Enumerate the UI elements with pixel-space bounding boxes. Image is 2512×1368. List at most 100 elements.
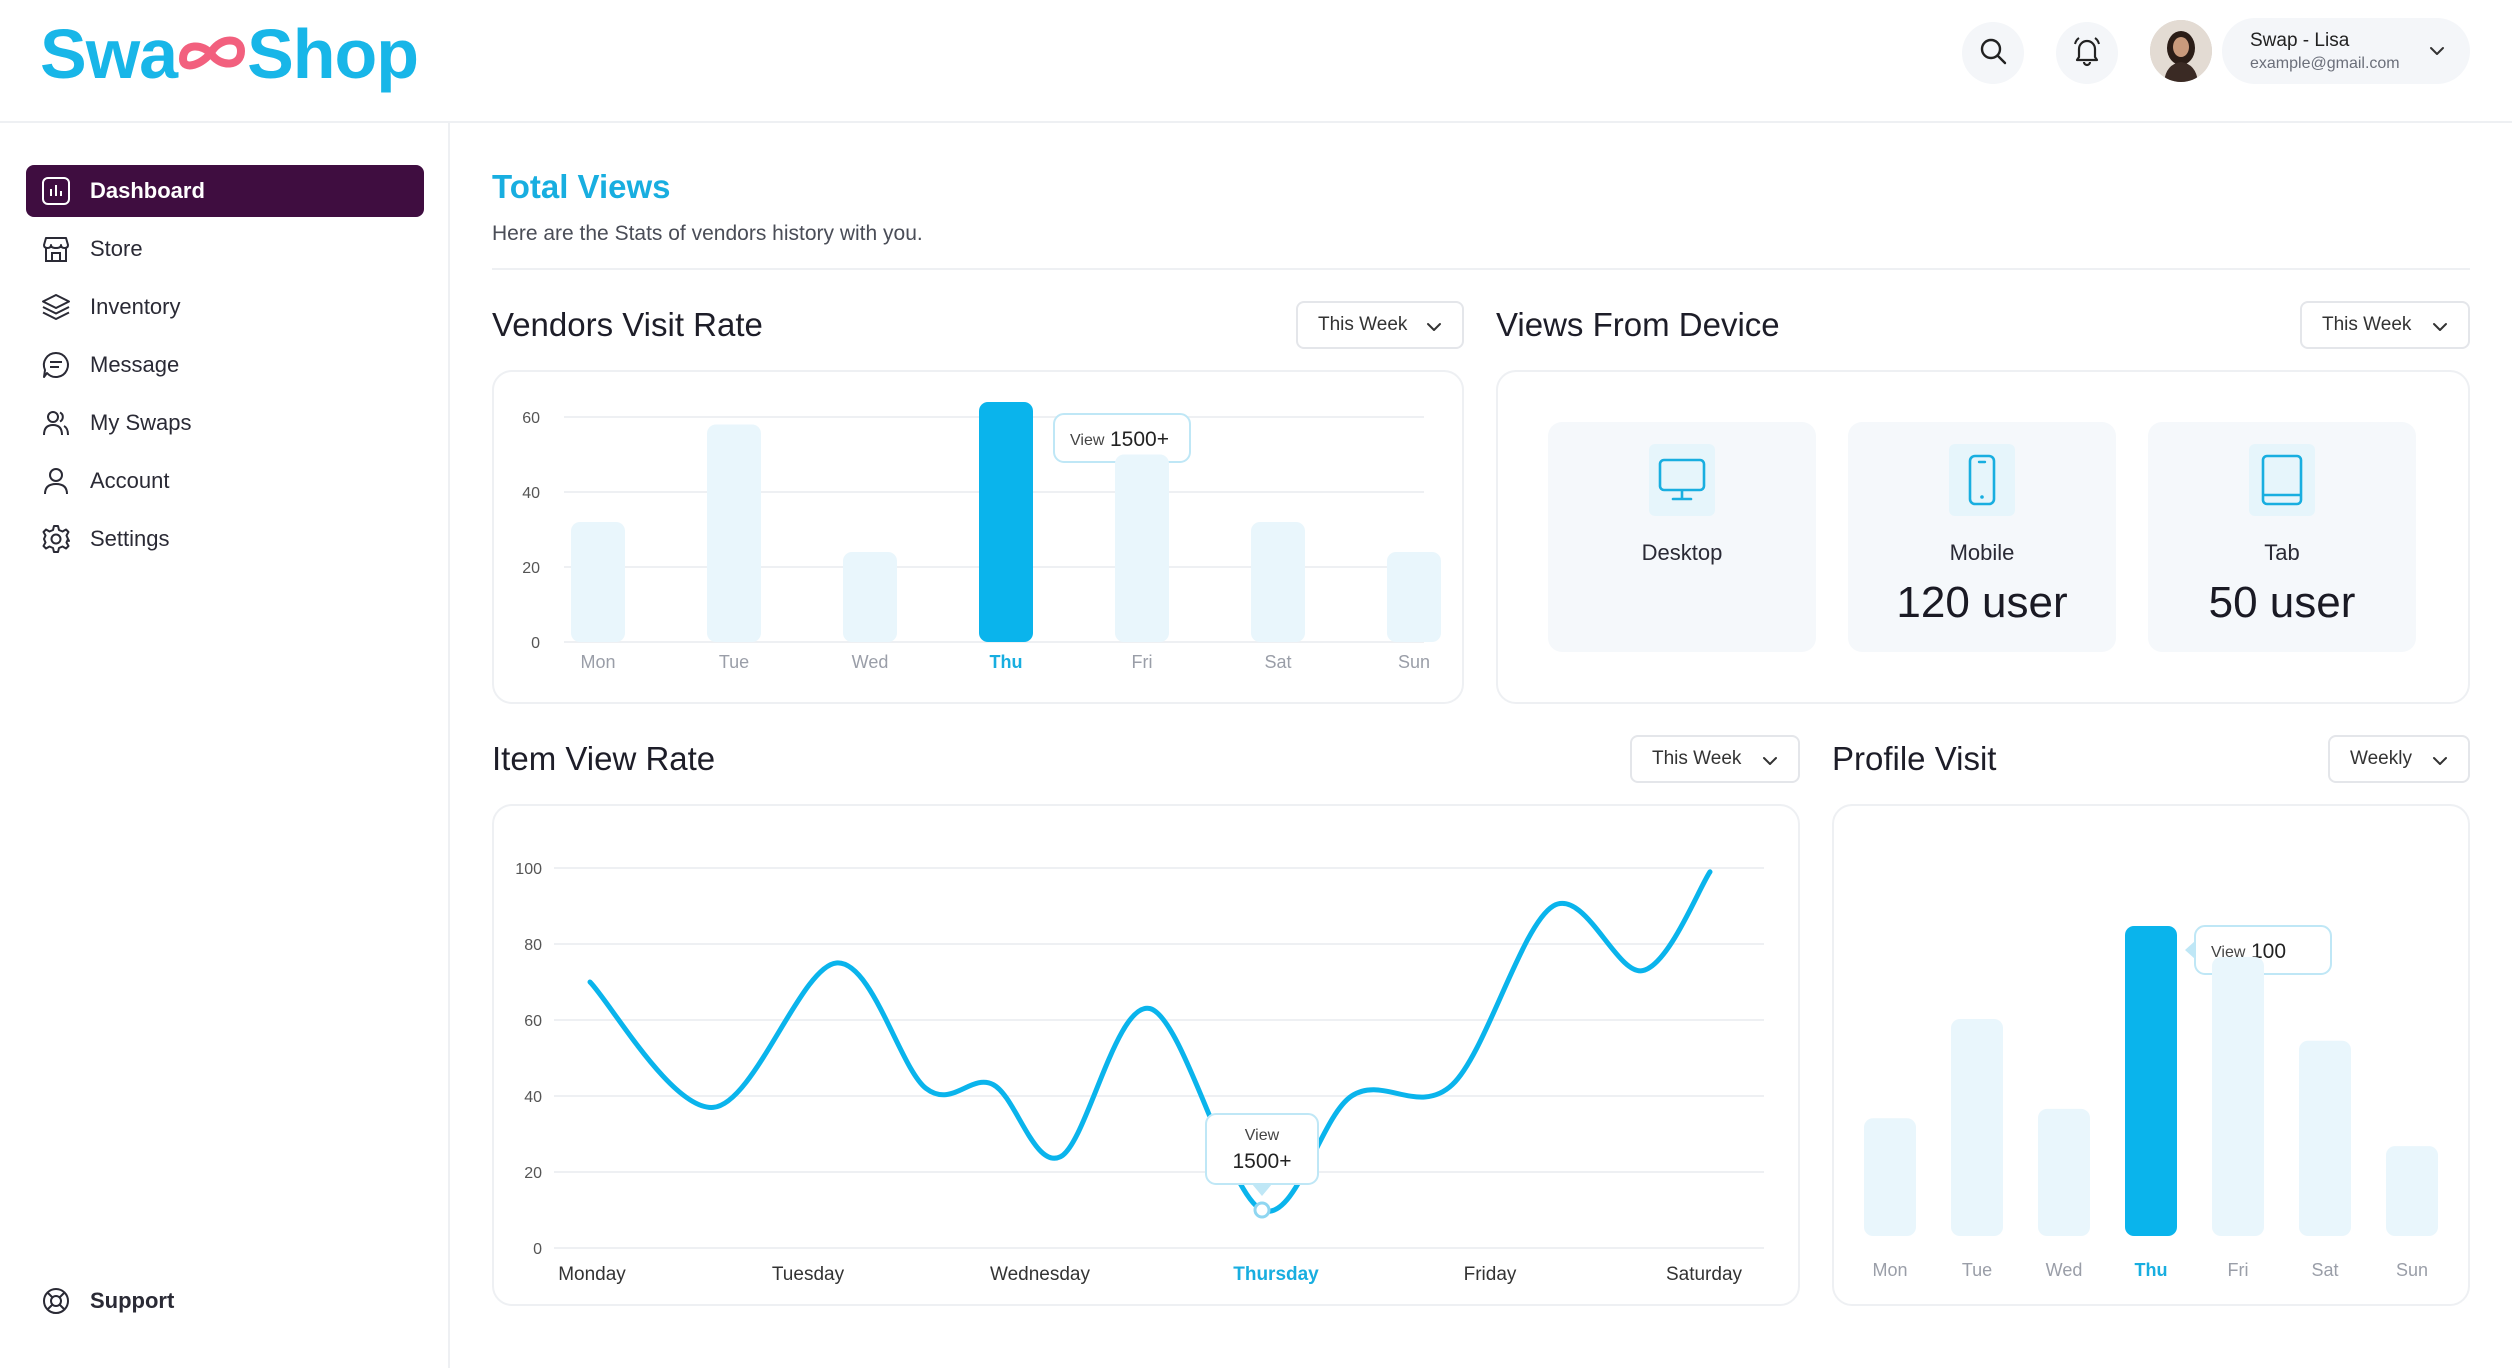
- x-tick-label: Sat: [2311, 1260, 2338, 1280]
- device-value: 120 user: [1896, 578, 2068, 627]
- y-tick-label: 40: [522, 485, 540, 502]
- x-tick-label: Sun: [1398, 652, 1430, 672]
- sidebar-item-label: Inventory: [90, 294, 181, 319]
- dropdown-value: This Week: [1652, 748, 1742, 769]
- device-week-dropdown[interactable]: This Week: [2300, 301, 2470, 349]
- y-tick-label: 80: [524, 937, 542, 954]
- monitor-icon: [1649, 444, 1715, 516]
- sidebar-item-label: Store: [90, 236, 143, 261]
- y-tick-label: 60: [522, 410, 540, 427]
- x-tick-label: Tue: [719, 652, 749, 672]
- bar-sat: [1251, 522, 1305, 642]
- tooltip-label: View: [2211, 944, 2246, 961]
- sidebar-item-label: Settings: [90, 526, 170, 551]
- profile-weekly-dropdown[interactable]: Weekly: [2328, 735, 2470, 783]
- dropdown-value: This Week: [1318, 314, 1408, 335]
- x-tick-label: Thursday: [1233, 1264, 1319, 1285]
- device-label: Tab: [2264, 540, 2300, 565]
- chevron-down-icon: [1760, 751, 1780, 777]
- item-view-tooltip: View 1500+: [1205, 1113, 1319, 1196]
- y-tick-label: 20: [524, 1165, 542, 1182]
- sidebar-item-message[interactable]: Message: [26, 339, 424, 391]
- sidebar-item-account[interactable]: Account: [26, 455, 424, 507]
- bar-tue: [1951, 1019, 2003, 1236]
- user-icon: [40, 465, 72, 497]
- x-tick-label: Mon: [580, 652, 615, 672]
- bar-thu: [979, 402, 1033, 642]
- item-view-week-dropdown[interactable]: This Week: [1630, 735, 1800, 783]
- lifebuoy-icon: [40, 1285, 72, 1317]
- y-tick-label: 0: [531, 635, 540, 652]
- device-tile-mobile: Mobile 120 user: [1848, 422, 2116, 652]
- device-label: Mobile: [1949, 540, 2015, 565]
- sidebar-item-settings[interactable]: Settings: [26, 513, 424, 565]
- phone-icon: [1949, 444, 2015, 516]
- x-tick-label: Thu: [2135, 1260, 2168, 1280]
- logo-text-right: Shop: [247, 15, 419, 93]
- store-icon: [40, 233, 72, 265]
- bar-tue: [707, 424, 761, 642]
- x-tick-label: Tuesday: [772, 1264, 845, 1285]
- x-tick-label: Fri: [2228, 1260, 2249, 1280]
- search-button[interactable]: [1962, 22, 2024, 84]
- sidebar-item-inventory[interactable]: Inventory: [26, 281, 424, 333]
- users-icon: [40, 407, 72, 439]
- dropdown-value: Weekly: [2350, 748, 2412, 769]
- tooltip-value: 1500+: [1233, 1150, 1292, 1173]
- device-tile-tab: Tab 50 user: [2148, 422, 2416, 652]
- x-tick-label: Sat: [1264, 652, 1291, 672]
- bar-sun: [2386, 1146, 2438, 1236]
- device-value: 50 user: [2208, 578, 2356, 627]
- sidebar-item-label: Account: [90, 468, 170, 493]
- bar-chart-icon: [40, 175, 72, 207]
- chevron-down-icon: [2430, 751, 2450, 777]
- sidebar-item-store[interactable]: Store: [26, 223, 424, 275]
- tooltip-pointer: [2185, 941, 2195, 959]
- vendors-week-dropdown[interactable]: This Week: [1296, 301, 1464, 349]
- profile-visit-title: Profile Visit: [1832, 740, 1997, 777]
- user-menu[interactable]: Swap - Lisa example@gmail.com: [2222, 18, 2470, 84]
- x-tick-label: Saturday: [1666, 1264, 1743, 1285]
- sidebar-item-support[interactable]: Support: [26, 1275, 424, 1327]
- dropdown-value: This Week: [2322, 314, 2412, 335]
- highlight-point: [1253, 1201, 1271, 1219]
- x-tick-label: Thu: [990, 652, 1023, 672]
- tooltip-label: View: [1070, 432, 1105, 449]
- chat-icon: [40, 349, 72, 381]
- swapshop-logo[interactable]: Swa Shop: [40, 14, 419, 94]
- sidebar-item-my-swaps[interactable]: My Swaps: [26, 397, 424, 449]
- y-tick-label: 20: [522, 560, 540, 577]
- notifications-button[interactable]: [2056, 22, 2118, 84]
- sidebar-item-label: Message: [90, 352, 180, 377]
- sidebar-item-label: My Swaps: [90, 410, 192, 435]
- tooltip-value: 1500+: [1110, 428, 1169, 451]
- sidebar-item-label: Support: [90, 1288, 175, 1313]
- series-line: [587, 869, 1713, 1214]
- y-tick-label: 40: [524, 1089, 542, 1106]
- x-tick-label: Sun: [2396, 1260, 2428, 1280]
- bar-fri: [1115, 454, 1169, 642]
- x-tick-label: Mon: [1872, 1260, 1907, 1280]
- vendors-visit-chart: 0 20 40 60 Mon Tue Wed Thu View 1500+ Fri Sat Sun: [522, 402, 1441, 672]
- bar-wed: [843, 552, 897, 642]
- vendors-visit-card: 0 20 40 60 Mon Tue Wed Thu View 1500+ Fri Sat Sun: [492, 370, 1464, 704]
- sidebar-item-label: Dashboard: [90, 178, 205, 203]
- vendors-visit-title: Vendors Visit Rate: [492, 306, 763, 343]
- x-tick-label: Wednesday: [990, 1264, 1090, 1285]
- logo-text-left: Swa: [40, 15, 178, 93]
- chevron-down-icon: [1424, 317, 1444, 343]
- user-name: Swap - Lisa: [2250, 30, 2350, 51]
- sidebar-item-dashboard[interactable]: Dashboard: [26, 165, 424, 217]
- divider: [492, 268, 2470, 270]
- x-tick-label: Wed: [852, 652, 889, 672]
- bar-sat: [2299, 1040, 2351, 1236]
- x-tick-label: Wed: [2046, 1260, 2083, 1280]
- bar-wed: [2038, 1108, 2090, 1236]
- avatar[interactable]: [2150, 20, 2212, 82]
- bell-icon: [2071, 35, 2103, 72]
- tooltip-value: 100: [2251, 940, 2286, 963]
- chevron-down-icon: [2430, 317, 2450, 343]
- top-header: Swa Shop Swap - Lisa example@gmail.com: [0, 0, 2512, 123]
- bar-mon: [571, 522, 625, 642]
- x-tick-label: Tue: [1962, 1260, 1992, 1280]
